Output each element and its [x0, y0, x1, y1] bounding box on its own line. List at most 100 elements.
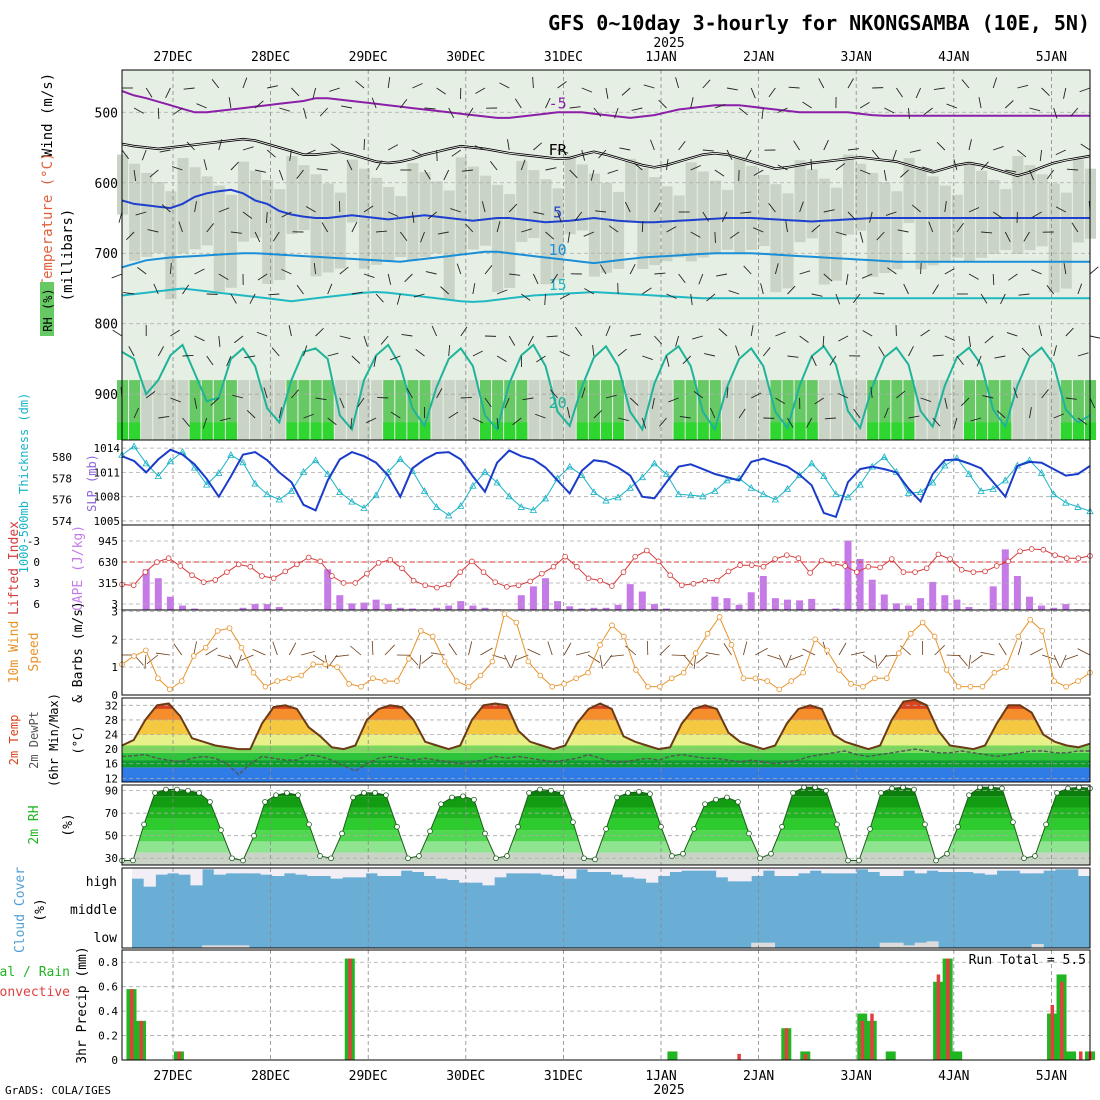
wind-barb	[908, 415, 920, 419]
rh-shade	[528, 170, 540, 239]
surface-wind-barb	[240, 654, 254, 661]
rh-tick-label: 70	[105, 807, 118, 820]
cape-bar	[469, 605, 477, 610]
wind-barb	[823, 139, 829, 151]
surface-wind-barb	[696, 654, 708, 664]
temperature-tick-label: 12	[105, 772, 118, 785]
wind-speed-line-point	[406, 655, 412, 662]
cape-bar	[965, 607, 973, 610]
surface-wind-barb	[144, 654, 147, 669]
wind-barb	[257, 273, 268, 281]
wind10m-axis-label-1: 10m Wind	[7, 621, 22, 684]
total-precip-bar	[885, 1051, 896, 1060]
lifted-index-line-point	[993, 563, 1000, 569]
thickness-tick-label: 574	[52, 515, 72, 528]
thickness-line-point	[965, 470, 973, 477]
high-cloud-bar	[330, 868, 343, 879]
lifted-index-line-point	[469, 558, 475, 565]
lifted-index-line-point	[667, 572, 673, 579]
high-cloud-bar	[891, 868, 904, 876]
wind-barb	[1018, 293, 1030, 296]
temperature-tick-label: 24	[105, 729, 119, 742]
rh-shade	[322, 380, 334, 440]
rh-shade	[637, 380, 649, 440]
wind-barb	[944, 397, 948, 409]
high-cloud-bar	[178, 868, 191, 875]
wind-barb	[1053, 413, 1065, 419]
surface-wind-barb	[547, 641, 553, 656]
temp2m-axis-label-1: 2m Temp	[7, 715, 21, 766]
high-cloud-bar	[424, 868, 437, 876]
wind-barb	[218, 139, 223, 151]
wind-barb	[450, 208, 461, 213]
wind-barb	[1080, 143, 1091, 151]
wind-barb	[750, 392, 762, 399]
wind-barb	[1046, 285, 1055, 295]
wind-barb	[692, 335, 703, 340]
wind-barb	[194, 201, 197, 213]
top-day-label: 29DEC	[349, 50, 388, 65]
rh-axis-label: RH (%)	[41, 288, 55, 331]
wind-speed-line-point	[429, 633, 436, 640]
wind-barb	[595, 210, 607, 213]
rh-shade	[250, 170, 262, 238]
thickness-line-point	[783, 485, 792, 492]
thickness-line-point	[324, 470, 332, 477]
high-cloud-bar	[657, 868, 670, 876]
rh-line-point	[262, 799, 268, 805]
high-cloud-bar	[587, 868, 600, 872]
precip-tick-label: 0.4	[98, 1005, 118, 1018]
wind-barb	[892, 149, 897, 161]
wind-barb	[375, 293, 384, 303]
cape-bar	[747, 592, 755, 610]
wind-barb	[666, 159, 669, 171]
thickness-line	[121, 445, 1091, 517]
wind-barb	[484, 397, 492, 408]
wind-barb	[496, 289, 508, 295]
rh-line-point	[174, 786, 180, 793]
wind-barb	[520, 159, 526, 171]
wind-barb	[928, 221, 934, 233]
high-cloud-bar	[856, 868, 869, 870]
wind-barb	[956, 222, 964, 233]
surface-wind-barb	[625, 645, 637, 656]
high-cloud-bar	[809, 868, 822, 871]
thickness-line-point	[541, 494, 550, 502]
rh-line-point	[416, 853, 422, 859]
wind-barb	[206, 355, 214, 366]
wind-barb	[690, 231, 701, 238]
wind-barb	[608, 225, 619, 233]
high-cloud-bar	[622, 868, 635, 878]
high-cloud-bar	[1008, 868, 1021, 871]
rh-shade	[1060, 422, 1072, 440]
high-cloud-bar	[914, 868, 927, 874]
rh-line-point	[625, 790, 631, 796]
wind-barb	[1089, 266, 1099, 275]
wind-barb	[226, 355, 232, 367]
rh-shade	[383, 422, 395, 440]
surface-wind-barb	[980, 651, 995, 656]
cape-axis-label: CAPE (J/kg)	[71, 525, 86, 611]
wind-barb	[829, 355, 837, 366]
wind-barb	[424, 169, 431, 180]
wind-barb	[153, 283, 159, 295]
cape-bar	[336, 595, 344, 610]
rh-line-point	[383, 792, 389, 798]
wind-speed-line-point	[573, 675, 579, 682]
cape-bar	[868, 579, 876, 610]
rh-line-point	[977, 784, 983, 791]
wind-barb	[509, 273, 521, 276]
rh2m-axis-label: 2m RH	[27, 805, 42, 844]
rh-shade	[927, 380, 939, 440]
rh-shade	[891, 422, 903, 440]
isotherm-20	[121, 343, 1091, 432]
wind-barb	[425, 271, 437, 275]
high-cloud-bar	[389, 868, 402, 876]
rh-line-point	[350, 794, 356, 801]
wind-barb	[777, 164, 788, 171]
wind-barb	[1053, 107, 1058, 119]
top-day-label: 27DEC	[153, 50, 192, 65]
wind-barb	[859, 101, 870, 109]
wind-barb	[388, 211, 399, 217]
wind-barb	[399, 231, 408, 242]
